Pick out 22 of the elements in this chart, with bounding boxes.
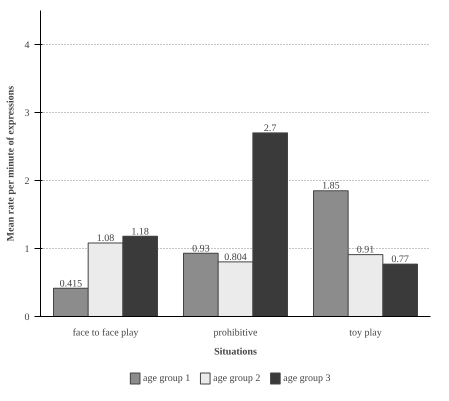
x-tick-label: face to face play <box>72 328 138 338</box>
y-tick-label: 0 <box>24 312 30 323</box>
data-label: 1.18 <box>131 226 149 238</box>
y-tick-label: 3 <box>24 108 30 119</box>
legend-label: age group 1 <box>143 373 190 384</box>
data-label: 0.93 <box>192 243 210 254</box>
x-tick-label: prohibitive <box>214 328 258 338</box>
y-tick-label: 4 <box>24 40 30 51</box>
y-tick-label: 2 <box>24 176 30 187</box>
data-label: 2.7 <box>264 122 276 134</box>
y-tick-label: 1 <box>24 244 30 255</box>
data-label: 0.91 <box>356 244 374 256</box>
legend-label: age group 2 <box>213 373 260 384</box>
y-axis-title: Mean rate per minute of expressions <box>6 86 16 242</box>
legend-label: age group 3 <box>283 373 330 384</box>
data-label: 0.77 <box>391 254 409 266</box>
data-label: 1.85 <box>322 180 340 192</box>
x-tick-label: toy play <box>349 328 382 338</box>
data-label: 0.804 <box>224 252 247 263</box>
data-label: 1.08 <box>96 233 114 244</box>
data-label: 0.415 <box>60 278 82 290</box>
x-axis-title: Situations <box>214 346 258 358</box>
